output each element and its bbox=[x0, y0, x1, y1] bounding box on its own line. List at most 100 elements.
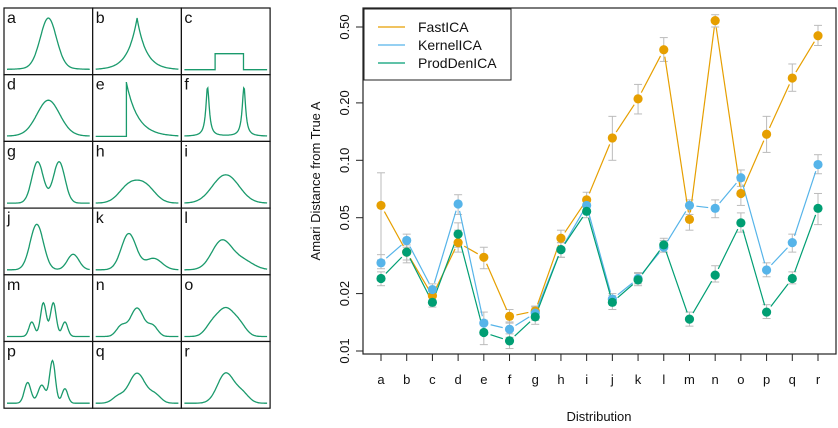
series-segment bbox=[409, 257, 430, 290]
series-segment bbox=[459, 210, 483, 317]
data-point-a bbox=[376, 258, 386, 268]
panel-label: i bbox=[184, 143, 188, 160]
x-tick-label: o bbox=[737, 372, 744, 387]
series-segment bbox=[742, 184, 766, 264]
series-segment bbox=[770, 283, 789, 307]
panel-label: b bbox=[96, 10, 105, 27]
data-point-r bbox=[813, 159, 823, 170]
series-proddenica bbox=[385, 214, 817, 340]
data-point-f bbox=[504, 311, 515, 321]
x-tick-label: k bbox=[635, 372, 642, 387]
density-curve bbox=[184, 372, 268, 404]
panel-frame bbox=[3, 7, 94, 76]
panel-label: f bbox=[184, 77, 189, 94]
panel-label: g bbox=[7, 143, 16, 160]
density-curve bbox=[95, 17, 179, 70]
data-point-h bbox=[556, 233, 566, 243]
x-tick-label: q bbox=[789, 372, 796, 387]
data-point-m bbox=[684, 200, 695, 211]
series-segment bbox=[692, 280, 713, 314]
legend-label-proddenica: ProdDenICA bbox=[418, 55, 497, 71]
data-point-b bbox=[402, 235, 412, 246]
data-point-q bbox=[787, 238, 797, 248]
data-point-d bbox=[453, 238, 463, 248]
density-panel-f: f bbox=[180, 74, 271, 142]
data-point-d bbox=[453, 199, 463, 209]
data-point-r bbox=[813, 31, 823, 41]
panel-frame bbox=[180, 7, 271, 76]
series-segment bbox=[433, 210, 457, 284]
panel-frame bbox=[180, 74, 271, 142]
data-point-k bbox=[633, 94, 643, 104]
density-panel-l: l bbox=[180, 207, 271, 276]
density-curve bbox=[184, 86, 268, 137]
panel-frame bbox=[3, 340, 94, 409]
data-point-p bbox=[761, 129, 772, 139]
x-axis-title: Distribution bbox=[566, 409, 631, 424]
series-segment bbox=[563, 211, 584, 244]
data-point-l bbox=[659, 240, 669, 250]
density-curve bbox=[95, 82, 179, 138]
series-segment bbox=[587, 212, 612, 293]
series-segment bbox=[689, 27, 715, 213]
data-point-n bbox=[710, 16, 720, 26]
errorbars-kernelica bbox=[377, 154, 822, 338]
x-tick-label: l bbox=[662, 372, 665, 387]
series-kernelica bbox=[385, 171, 817, 329]
panel-frame bbox=[92, 340, 182, 409]
series-segment bbox=[719, 182, 737, 204]
density-curve bbox=[95, 372, 179, 404]
data-point-a bbox=[376, 273, 386, 284]
x-tick-label: n bbox=[712, 372, 719, 387]
data-point-c bbox=[427, 297, 438, 307]
density-panel-k: k bbox=[92, 207, 182, 276]
x-tick-label: r bbox=[816, 372, 821, 387]
series-segment bbox=[793, 171, 817, 237]
density-panel-o: o bbox=[180, 274, 271, 343]
data-point-n bbox=[710, 270, 720, 280]
series-segment bbox=[617, 284, 634, 299]
panel-label: h bbox=[96, 143, 105, 160]
series-segment bbox=[666, 211, 687, 242]
series-segment bbox=[564, 205, 584, 233]
panel-label: o bbox=[184, 277, 193, 294]
density-curve bbox=[7, 301, 90, 338]
series-segment bbox=[490, 334, 504, 340]
y-axis: 0.01 0.02 0.05 0.10 0.20 0.50 bbox=[337, 14, 364, 364]
density-panel-b: b bbox=[92, 7, 182, 76]
series-segment bbox=[434, 240, 457, 296]
panel-label: p bbox=[7, 344, 16, 361]
density-curve bbox=[7, 359, 90, 404]
data-point-i bbox=[582, 206, 592, 216]
panel-frame bbox=[3, 140, 94, 209]
series-segment bbox=[665, 251, 688, 313]
panel-label: e bbox=[96, 77, 105, 94]
data-point-o bbox=[736, 188, 746, 199]
data-point-e bbox=[479, 252, 489, 262]
series-segment bbox=[516, 311, 529, 316]
x-tick-label: i bbox=[585, 372, 588, 387]
series-segment bbox=[795, 41, 815, 73]
data-point-e bbox=[479, 327, 489, 338]
x-tick-label: g bbox=[532, 372, 539, 387]
points-proddenica bbox=[376, 203, 823, 346]
series-segment bbox=[696, 205, 709, 209]
data-point-g bbox=[530, 312, 540, 322]
legend: FastICA KernelICA ProdDenICA bbox=[363, 8, 512, 81]
data-point-o bbox=[736, 218, 746, 228]
series-segment bbox=[717, 228, 739, 270]
series-segment bbox=[537, 255, 560, 311]
y-tick-label: 0.01 bbox=[337, 338, 352, 363]
x-tick-label: e bbox=[480, 372, 487, 387]
panel-label: c bbox=[184, 10, 192, 27]
series-segment bbox=[770, 247, 788, 266]
data-point-o bbox=[736, 173, 746, 183]
density-curve bbox=[184, 239, 268, 271]
series-segment bbox=[641, 250, 661, 275]
density-curve bbox=[95, 179, 179, 204]
series-segment bbox=[383, 211, 404, 247]
data-point-p bbox=[761, 265, 772, 275]
data-point-f bbox=[504, 324, 515, 334]
density-panel-g: g bbox=[3, 140, 94, 209]
